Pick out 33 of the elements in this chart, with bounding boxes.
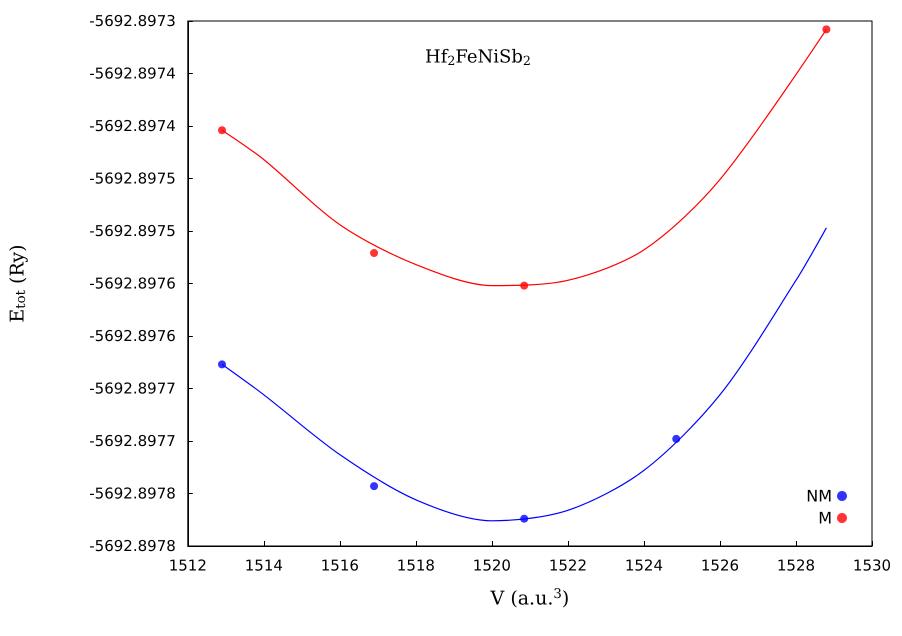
x-tick-label: 1520 xyxy=(472,556,511,574)
point xyxy=(520,514,528,523)
point xyxy=(672,434,680,443)
y-tick-label: -5692.8975 xyxy=(89,170,176,188)
y-tick-label: -5692.8976 xyxy=(89,274,176,292)
legend-label: M xyxy=(818,508,832,528)
x-tick-label: 1516 xyxy=(320,556,359,574)
y-tick-label: -5692.8974 xyxy=(89,64,176,82)
point xyxy=(370,482,378,490)
y-tick-label: -5692.8977 xyxy=(89,380,176,398)
x-tick-label: 1528 xyxy=(776,556,816,574)
x-tick-label: 1524 xyxy=(624,556,664,574)
y-tick-label: -5692.8976 xyxy=(89,327,176,345)
x-tick-label: 1514 xyxy=(244,556,283,574)
x-tick-label: 1518 xyxy=(396,556,435,574)
point xyxy=(370,249,378,258)
y-tick-label: -5692.8973 xyxy=(89,12,176,30)
x-tick-label: 1526 xyxy=(700,556,740,574)
text: Hf2FeNiSb2 xyxy=(425,46,531,68)
y-tick-label: -5692.8975 xyxy=(89,222,176,240)
point xyxy=(822,25,830,34)
x-tick-label: 1522 xyxy=(548,556,588,574)
point xyxy=(218,360,226,368)
y-tick-label: -5692.8974 xyxy=(89,117,176,135)
y-tick-label: -5692.8978 xyxy=(89,537,176,555)
x-tick-label: 1512 xyxy=(168,556,207,574)
y-tick-label: -5692.8977 xyxy=(89,432,176,450)
x-tick-label: 1530 xyxy=(852,556,892,574)
legend-label: NM xyxy=(806,486,832,506)
y-axis-title: Etot (Ry) xyxy=(6,244,29,323)
y-tick-label: -5692.8978 xyxy=(89,484,176,502)
point xyxy=(218,126,226,134)
point xyxy=(520,282,528,290)
